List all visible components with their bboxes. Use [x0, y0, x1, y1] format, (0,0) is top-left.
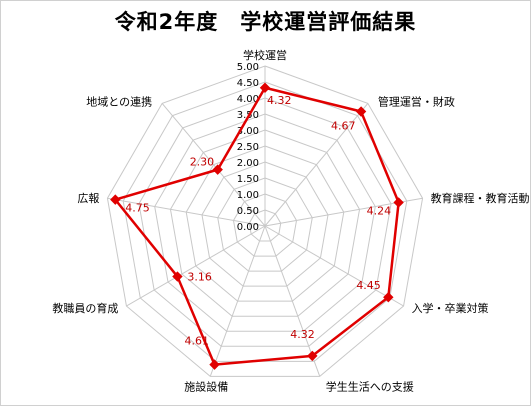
data-point [307, 350, 318, 362]
data-label: 4.61 [185, 335, 210, 348]
data-label: 4.75 [125, 202, 150, 215]
grid-ring [217, 177, 313, 272]
data-label: 4.24 [367, 204, 392, 217]
tick-label: 4.50 [237, 78, 259, 89]
grid-spoke [264, 225, 404, 307]
category-label: 学校運営 [243, 48, 287, 62]
tick-label: 1.50 [237, 174, 259, 185]
grid-spoke [264, 225, 321, 377]
chart-title: 令和2年度 学校運営評価結果 [114, 10, 417, 34]
grid-spoke [161, 103, 266, 227]
grid-ring [248, 209, 282, 242]
grid-ring [201, 161, 329, 287]
grid-spoke [209, 225, 266, 377]
category-label: 施設設備 [184, 379, 228, 393]
data-point [393, 197, 404, 208]
grid-ring [185, 145, 345, 302]
data-point [110, 194, 121, 205]
series-line [114, 86, 400, 366]
grid-ring [138, 97, 392, 347]
data-point [212, 164, 223, 175]
grid-ring [169, 129, 361, 317]
tick-label: 2.00 [237, 158, 259, 169]
tick-label: 1.00 [237, 190, 259, 201]
category-label: 学生生活への支援 [326, 379, 414, 393]
category-label: 入学・卒業対策 [412, 301, 489, 315]
grid-spoke [107, 197, 266, 227]
grid-ring [232, 193, 298, 257]
tick-label: 4.00 [237, 94, 259, 105]
category-label: 管理運営・財政 [378, 94, 455, 108]
category-label: 教育課程・教育活動 [431, 191, 530, 205]
grid-spoke [126, 225, 266, 307]
data-label: 4.32 [290, 328, 315, 341]
category-label: 教職員の育成 [52, 301, 118, 315]
grid-ring [106, 65, 424, 377]
category-label: 地域との連携 [86, 94, 152, 108]
tick-label: 2.50 [237, 142, 259, 153]
data-label: 4.45 [356, 279, 381, 292]
grid-spoke [264, 103, 369, 227]
data-label: 4.32 [267, 94, 292, 107]
data-point [259, 82, 271, 93]
tick-label: 0.50 [237, 206, 259, 217]
data-point [209, 359, 220, 370]
tick-label: 5.00 [237, 62, 259, 73]
data-point [172, 271, 183, 282]
data-label: 3.16 [187, 271, 212, 284]
tick-label: 3.00 [237, 126, 259, 137]
tick-label: 0.00 [237, 222, 259, 233]
data-point [355, 106, 367, 117]
data-label: 4.67 [331, 120, 356, 133]
data-point [383, 291, 394, 303]
grid-ring [154, 113, 376, 332]
category-label: 広報 [77, 192, 99, 205]
data-label: 2.30 [190, 156, 215, 169]
